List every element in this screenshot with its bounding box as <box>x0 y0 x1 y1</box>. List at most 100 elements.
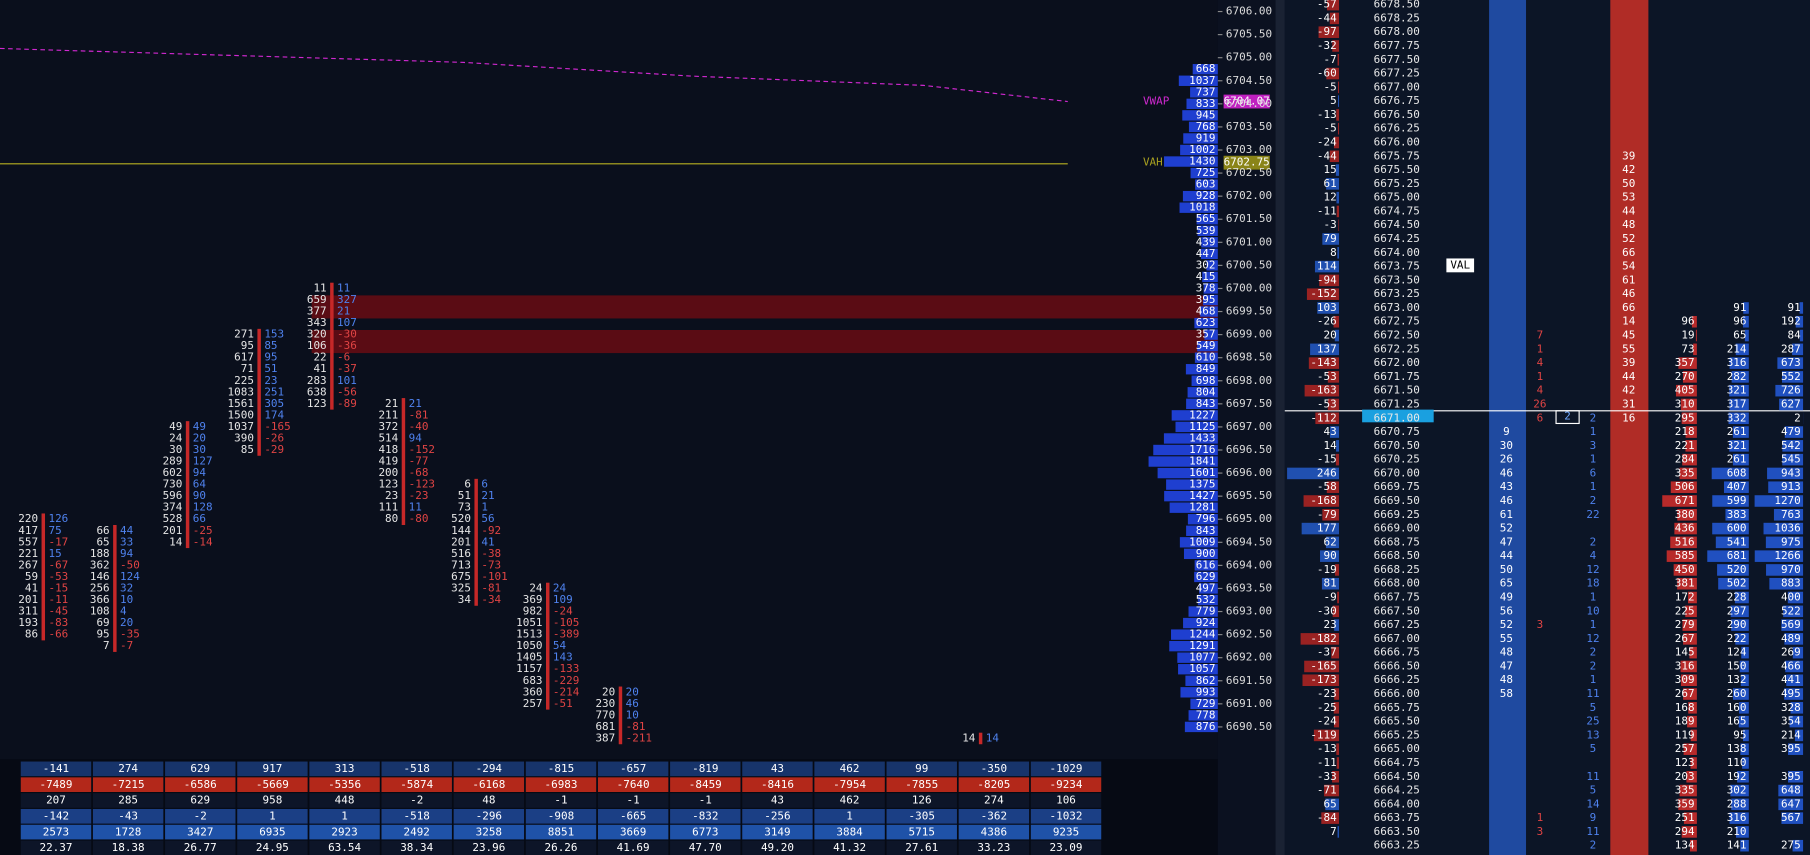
divider <box>1275 0 1285 855</box>
ask-value: 46 <box>1622 287 1635 300</box>
vol3-value: 647 <box>1781 797 1801 810</box>
cluster-delta: 33 <box>120 535 133 548</box>
cluster-volume: 59 <box>25 570 38 583</box>
vol1-value: 257 <box>1675 742 1695 755</box>
price-label: 6701.00 <box>1226 235 1272 248</box>
price-label: 6694.00 <box>1226 558 1272 571</box>
price-label: 6706.00 <box>1226 5 1272 18</box>
vol1-bar <box>1680 398 1697 411</box>
summary-cell <box>886 808 957 824</box>
summary-value: -2 <box>410 794 423 807</box>
cluster-delta: 85 <box>264 339 277 352</box>
delta-bar <box>1337 591 1340 604</box>
ask-value: 61 <box>1622 273 1635 286</box>
cluster-delta: 44 <box>120 524 134 537</box>
cluster-delta: -81 <box>626 720 646 733</box>
vol3-value: 913 <box>1781 480 1801 493</box>
vol2-bar <box>1739 660 1749 673</box>
cluster-delta: 64 <box>193 478 207 491</box>
cluster-delta: 94 <box>120 547 134 560</box>
vol1-value: 218 <box>1675 425 1695 438</box>
cluster-volume: 65 <box>96 535 109 548</box>
cluster-delta: -45 <box>48 605 68 618</box>
cluster-volume: 85 <box>241 443 254 456</box>
vol2-value: 681 <box>1727 549 1747 562</box>
cluster-volume: 95 <box>96 628 109 641</box>
dom-price: 6670.50 <box>1374 439 1420 452</box>
summary-cell <box>597 808 669 824</box>
profile-bar <box>1203 283 1218 294</box>
vol3-value: 673 <box>1781 356 1801 369</box>
vol1-value: 506 <box>1675 480 1695 493</box>
cluster-delta: -133 <box>553 662 579 675</box>
summary-value: 6935 <box>259 825 285 838</box>
summary-value: -815 <box>548 762 574 775</box>
delta-bar <box>1337 247 1340 259</box>
vol1-value: 295 <box>1675 411 1695 424</box>
price-label: 6703.50 <box>1226 120 1272 133</box>
delta-value: -112 <box>1310 411 1336 424</box>
summary-value: -8416 <box>761 778 794 791</box>
delta-bar <box>1326 178 1340 190</box>
vol3-bar <box>1787 743 1804 755</box>
summary-cell <box>814 840 885 855</box>
cluster-delta: -81 <box>409 408 429 421</box>
vol2-value: 316 <box>1727 811 1747 824</box>
delta-value: -79 <box>1317 508 1337 521</box>
summary-cell <box>237 761 308 777</box>
summary-cell <box>597 761 669 777</box>
vol3-bar <box>1794 729 1804 742</box>
delta-value: 177 <box>1317 522 1337 535</box>
summary-value: 47.70 <box>689 841 722 854</box>
cluster-delta: 11 <box>409 501 422 514</box>
cluster-volume: 390 <box>234 431 254 444</box>
ask-value: 55 <box>1622 342 1635 355</box>
summary-cell <box>20 808 92 824</box>
buys-value: 2 <box>1590 646 1597 659</box>
delta-value: -11 <box>1317 204 1337 217</box>
cluster-volume: 681 <box>595 720 615 733</box>
vol2-bar <box>1730 605 1749 618</box>
profile-value: 616 <box>1196 558 1216 571</box>
dom-price: 6677.25 <box>1374 67 1420 80</box>
vol3-bar <box>1783 605 1804 618</box>
summary-cell <box>958 824 1030 840</box>
delta-bar <box>1287 467 1340 480</box>
summary-value: 43 <box>771 794 784 807</box>
summary-cell <box>958 793 1030 808</box>
buys-value: 2 <box>1590 411 1597 424</box>
delta-bar <box>1334 688 1340 700</box>
vol2-bar <box>1728 412 1749 425</box>
dom-price: 6676.75 <box>1374 94 1420 107</box>
summary-value: -9234 <box>1050 778 1083 791</box>
vol3-value: 569 <box>1781 618 1801 631</box>
summary-cell <box>20 840 92 855</box>
summary-value: -832 <box>692 809 718 822</box>
profile-value: 468 <box>1196 305 1216 318</box>
profile-bar <box>1175 421 1218 433</box>
cluster-delta: 10 <box>120 593 133 606</box>
delta-bar <box>1337 54 1340 66</box>
summary-cell <box>958 840 1030 855</box>
delta-value: -152 <box>1310 287 1336 300</box>
profile-value: 1057 <box>1189 662 1215 675</box>
profile-value: 876 <box>1196 720 1216 733</box>
cluster-delta: -7 <box>120 639 133 652</box>
cluster-delta: 49 <box>193 420 206 433</box>
cluster-delta: 109 <box>553 593 573 606</box>
cluster-delta: 153 <box>264 328 284 341</box>
vol3-value: 627 <box>1781 397 1801 410</box>
summary-value: 1 <box>341 809 348 822</box>
delta-bar <box>1301 522 1340 535</box>
vol1-bar <box>1670 481 1697 493</box>
vol1-value: 225 <box>1675 604 1695 617</box>
profile-value: 725 <box>1196 166 1216 179</box>
candle-body <box>113 525 117 652</box>
profile-bar <box>1202 271 1218 283</box>
summary-value: -5874 <box>400 778 433 791</box>
summary-value: -1032 <box>1050 809 1083 822</box>
vol2-bar <box>1729 384 1749 397</box>
summary-cell <box>525 840 597 855</box>
delta-value: -143 <box>1310 356 1336 369</box>
vol2-value: 260 <box>1727 687 1747 700</box>
